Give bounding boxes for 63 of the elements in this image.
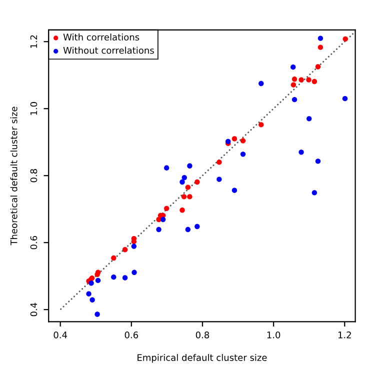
point	[122, 247, 128, 252]
point	[342, 96, 348, 102]
point	[240, 152, 246, 157]
point	[258, 122, 264, 128]
point	[298, 150, 304, 155]
y-tick-label: 0.8	[30, 169, 38, 182]
point	[290, 82, 296, 88]
point	[94, 312, 100, 317]
point	[90, 297, 95, 302]
point	[185, 226, 191, 232]
y-tick-label: 1.0	[30, 102, 38, 115]
x-tick-label: 1.0	[267, 332, 280, 338]
point	[160, 216, 166, 222]
point	[292, 96, 298, 102]
point	[194, 179, 200, 185]
point	[187, 163, 192, 168]
point	[315, 64, 321, 70]
point	[342, 36, 348, 42]
y-tick-label: 0.4	[30, 302, 38, 316]
point	[181, 194, 187, 200]
point	[194, 224, 200, 230]
point	[240, 138, 246, 144]
point	[312, 78, 318, 84]
point	[88, 280, 94, 286]
point	[292, 76, 298, 82]
point	[312, 190, 318, 196]
point	[306, 77, 312, 82]
point	[232, 188, 238, 193]
y-tick-label: 1.2	[30, 35, 38, 48]
point	[122, 275, 128, 280]
point	[232, 136, 238, 142]
x-axis-title: Empirical default cluster size	[138, 354, 267, 363]
point	[111, 274, 116, 280]
point	[164, 206, 170, 212]
point	[315, 158, 321, 164]
point	[318, 44, 324, 50]
point	[111, 255, 116, 261]
point	[131, 244, 137, 249]
legend-label: With correlations	[63, 34, 140, 41]
point	[187, 194, 192, 200]
point	[95, 278, 101, 284]
x-tick-label: 0.8	[196, 332, 210, 338]
point	[156, 226, 162, 232]
x-tick-label: 0.6	[124, 332, 138, 338]
y-tick-label: 0.6	[30, 236, 38, 250]
y-axis-title: Theoretical default cluster size	[10, 106, 18, 246]
point	[258, 80, 264, 86]
point	[216, 176, 222, 182]
point	[216, 160, 222, 165]
point	[180, 208, 185, 213]
point	[318, 36, 324, 41]
point	[185, 184, 191, 190]
point	[180, 179, 185, 185]
x-tick-label: 1.2	[338, 332, 351, 338]
point	[298, 77, 304, 82]
point	[86, 291, 92, 296]
point	[306, 116, 312, 122]
point	[132, 270, 137, 276]
point	[290, 64, 296, 70]
point	[182, 175, 187, 180]
x-tick-label: 0.4	[54, 332, 68, 338]
legend-label: Without correlations	[63, 46, 154, 54]
point	[164, 165, 170, 171]
